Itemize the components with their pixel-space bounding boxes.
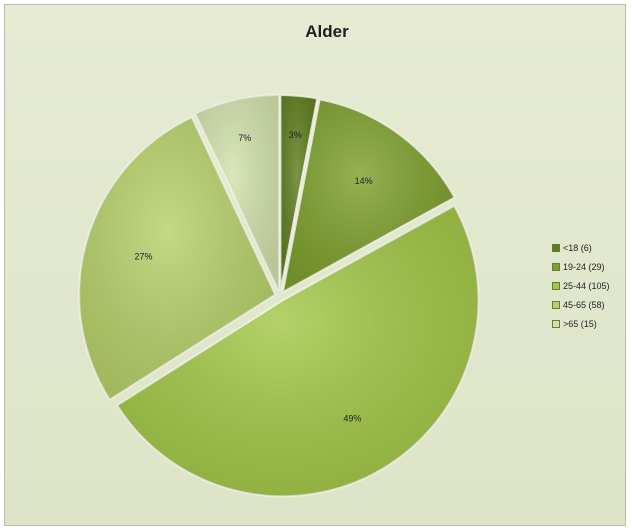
legend-label-over-65: >65 (15) bbox=[563, 318, 597, 329]
data-label-over-65: 7% bbox=[238, 133, 251, 143]
legend-swatch-19-24 bbox=[552, 262, 560, 271]
legend-item-over-65: >65 (15) bbox=[552, 314, 632, 333]
chart-title: Alder bbox=[305, 22, 349, 41]
legend-item-19-24: 19-24 (29) bbox=[552, 257, 632, 276]
legend-item-under-18: <18 (6) bbox=[552, 238, 632, 257]
legend-label-under-18: <18 (6) bbox=[563, 242, 592, 253]
legend-item-25-44: 25-44 (105) bbox=[552, 276, 632, 295]
chart-legend: <18 (6) 19-24 (29) 25-44 (105) 45-65 (58) >6… bbox=[552, 238, 632, 333]
data-label-19-24: 14% bbox=[355, 176, 373, 186]
legend-swatch-45-65 bbox=[552, 300, 560, 309]
data-label-under-18: 3% bbox=[289, 130, 302, 140]
legend-swatch-25-44 bbox=[552, 281, 560, 290]
legend-label-45-65: 45-65 (58) bbox=[563, 299, 605, 310]
legend-swatch-under-18 bbox=[552, 243, 560, 252]
data-label-25-44: 49% bbox=[343, 413, 361, 423]
data-label-45-65: 27% bbox=[134, 251, 152, 261]
legend-label-25-44: 25-44 (105) bbox=[563, 280, 610, 291]
legend-swatch-over-65 bbox=[552, 319, 560, 328]
legend-label-19-24: 19-24 (29) bbox=[563, 261, 605, 272]
legend-item-45-65: 45-65 (58) bbox=[552, 295, 632, 314]
